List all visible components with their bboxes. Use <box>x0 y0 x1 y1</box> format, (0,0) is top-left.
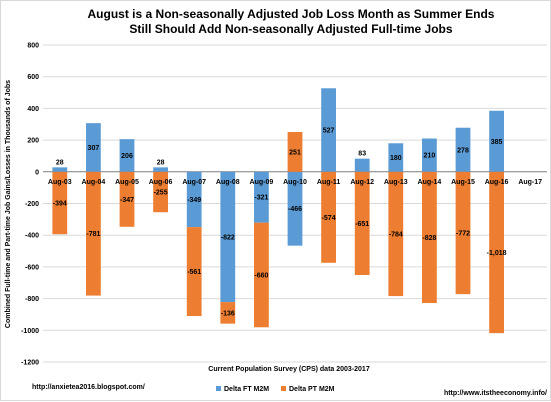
data-label-pt: -255 <box>154 190 168 197</box>
y-tick-label: 400 <box>27 106 39 113</box>
bar-pt <box>455 171 471 295</box>
bar-ft <box>86 123 101 172</box>
legend-label-ft: Delta FT M2M <box>224 386 269 393</box>
bar-ft <box>220 171 236 303</box>
bar-pt <box>254 222 269 328</box>
category-label: Aug-07 <box>182 179 206 186</box>
bar-ft <box>422 138 437 172</box>
footer-left-url: http://anxietea2016.blogspot.com/ <box>32 384 145 391</box>
bar-pt <box>186 227 202 317</box>
bar-ft <box>321 88 336 172</box>
data-label-ft: 210 <box>424 153 436 160</box>
bar-pt <box>52 171 68 235</box>
y-tick-label: 600 <box>27 74 39 81</box>
bar-pt <box>119 171 135 227</box>
category-label: Aug-03 <box>48 179 72 186</box>
bar-pt <box>388 171 404 297</box>
data-label-ft: -349 <box>187 197 201 204</box>
category-label: Aug-16 <box>485 179 509 186</box>
bar-pt <box>86 171 101 296</box>
legend-swatch-ft <box>216 386 221 391</box>
data-label-ft: 307 <box>88 145 100 152</box>
data-label-ft: 28 <box>157 159 165 166</box>
category-label: Aug-11 <box>317 179 340 186</box>
data-label-pt: -136 <box>221 310 235 317</box>
y-tick-label: -600 <box>25 264 39 271</box>
chart-title-line-1: August is a Non-seasonally Adjusted Job … <box>88 7 495 21</box>
data-label-pt: -784 <box>389 231 403 238</box>
data-label-pt: -651 <box>355 221 369 228</box>
bar-ft <box>455 127 471 172</box>
category-label: Aug-08 <box>216 179 240 186</box>
category-label: Aug-10 <box>283 179 307 186</box>
data-label-pt: -574 <box>322 215 336 222</box>
data-labels: 28 -394 307 -781 206 -347 28 -255 -349 -561 -822 -1… <box>53 128 507 318</box>
bar-pt <box>153 171 168 213</box>
bar-pt <box>321 171 336 263</box>
bar-ft <box>254 171 269 223</box>
category-label: Aug-09 <box>250 179 274 186</box>
data-label-ft: 83 <box>358 151 366 158</box>
category-label: Aug-14 <box>418 179 442 186</box>
category-label: Aug-15 <box>451 179 475 186</box>
data-label-pt: -660 <box>254 272 268 279</box>
legend-label-pt: Delta PT M2M <box>289 386 335 393</box>
data-label-pt: 251 <box>289 149 301 156</box>
y-tick-label: 200 <box>27 138 39 145</box>
data-label-ft: -466 <box>288 206 302 213</box>
data-label-ft: 278 <box>457 147 469 154</box>
category-label: Aug-13 <box>384 179 408 186</box>
data-label-pt: -781 <box>86 231 100 238</box>
data-label-ft: -321 <box>254 195 268 202</box>
y-axis-title: Combined Full-time and Part-time Job Gai… <box>5 80 12 328</box>
x-axis-title: Current Population Survey (CPS) data 200… <box>208 366 370 373</box>
y-tick-label: -200 <box>25 201 39 208</box>
bar-ft <box>52 167 68 172</box>
data-label-ft: 28 <box>56 159 64 166</box>
data-label-ft: 527 <box>323 128 335 135</box>
bar-pt <box>220 302 236 324</box>
y-tick-label: -1000 <box>21 328 39 335</box>
bar-ft <box>489 110 504 172</box>
bars <box>52 88 504 334</box>
data-label-ft: -822 <box>221 234 235 241</box>
bar-ft <box>186 171 202 228</box>
y-tick-label: -800 <box>25 296 39 303</box>
bar-ft <box>354 158 370 172</box>
data-label-pt: -772 <box>456 230 470 237</box>
y-tick-label: 0 <box>35 169 39 176</box>
bar-ft <box>153 167 168 172</box>
bar-pt <box>287 132 303 172</box>
category-label: Aug-17 <box>518 179 542 186</box>
category-label: Aug-05 <box>115 179 139 186</box>
bar-ft <box>287 171 303 246</box>
legend-swatch-pt <box>281 386 286 391</box>
category-label: Aug-12 <box>350 179 374 186</box>
footer-right-url: http://www.itstheeconomy.info/ <box>444 390 547 397</box>
chart-title-line-2: Still Should Add Non-seasonally Adjusted… <box>129 22 452 36</box>
y-tick-label: -1200 <box>21 360 39 367</box>
data-label-pt: -347 <box>120 197 134 204</box>
y-tick-label: 800 <box>27 43 39 50</box>
data-label-ft: 180 <box>390 155 402 162</box>
bar-pt <box>489 171 504 334</box>
data-label-pt: -561 <box>187 269 201 276</box>
y-tick-label: -400 <box>25 233 39 240</box>
y-axis-ticks: 800 600 400 200 0 -200 -400 -600 -800 -1000 -1200 <box>21 43 39 367</box>
bar-ft <box>119 139 135 172</box>
bar-ft <box>388 143 404 172</box>
category-label: Aug-04 <box>82 179 106 186</box>
bar-pt <box>422 171 437 304</box>
data-label-ft: 206 <box>121 153 133 160</box>
legend: Delta FT M2M Delta PT M2M <box>216 386 335 393</box>
data-label-ft: 385 <box>491 139 503 146</box>
category-label: Aug-06 <box>149 179 173 186</box>
category-labels: Aug-03 Aug-04 Aug-05 Aug-06 Aug-07 Aug-08 Aug-… <box>48 179 542 186</box>
data-label-pt: -828 <box>422 235 436 242</box>
bar-pt <box>354 171 370 275</box>
data-label-pt: -1,018 <box>487 250 507 257</box>
data-label-pt: -394 <box>53 201 67 208</box>
